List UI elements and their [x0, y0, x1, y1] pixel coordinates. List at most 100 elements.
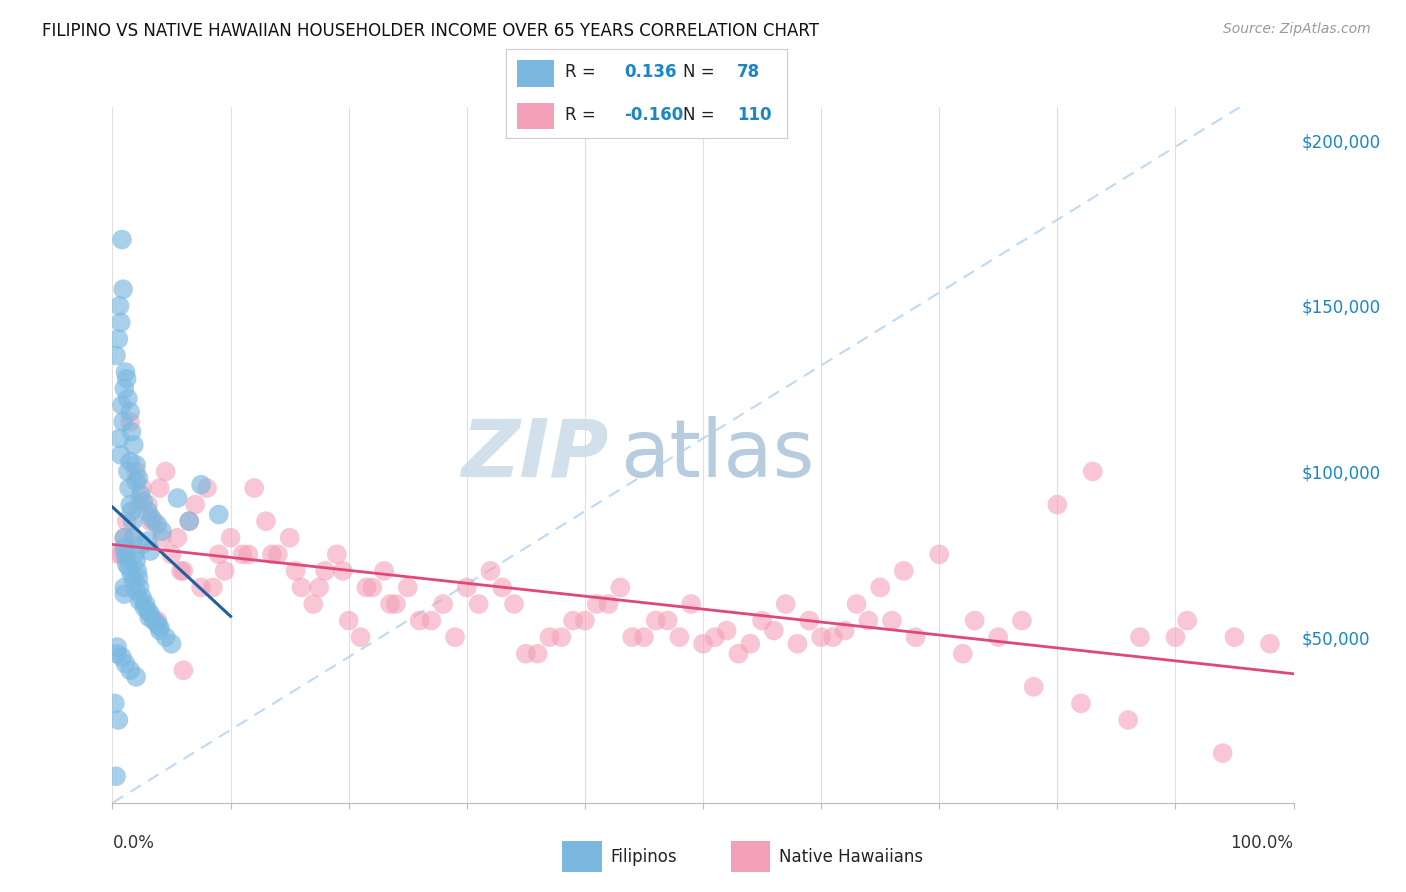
Point — [172, 663, 194, 677]
Point — [146, 614, 169, 628]
Point — [135, 597, 157, 611]
Point — [703, 630, 725, 644]
Point — [762, 624, 785, 638]
Text: 100.0%: 100.0% — [1230, 834, 1294, 852]
Point — [150, 524, 173, 538]
Point — [278, 531, 301, 545]
Point — [834, 624, 856, 638]
Point — [444, 630, 467, 644]
Point — [112, 541, 135, 555]
Point — [170, 564, 193, 578]
Point — [136, 604, 159, 618]
Point — [166, 491, 188, 505]
Point — [125, 458, 148, 472]
Point — [378, 597, 401, 611]
Point — [332, 564, 354, 578]
Point — [904, 630, 927, 644]
Point — [114, 657, 136, 671]
Point — [201, 581, 224, 595]
Point — [562, 614, 585, 628]
Point — [184, 498, 207, 512]
Point — [160, 637, 183, 651]
Point — [124, 547, 146, 561]
Point — [120, 504, 142, 518]
Point — [125, 465, 148, 479]
Point — [166, 531, 188, 545]
Point — [314, 564, 336, 578]
Text: 0.136: 0.136 — [624, 63, 676, 81]
Point — [127, 498, 149, 512]
Point — [869, 581, 891, 595]
Bar — [517, 60, 554, 87]
Point — [775, 597, 797, 611]
Point — [1223, 630, 1246, 644]
Point — [117, 392, 139, 406]
Point — [928, 547, 950, 561]
Point — [146, 616, 169, 631]
Point — [115, 372, 138, 386]
Point — [219, 531, 242, 545]
Point — [751, 614, 773, 628]
Point — [692, 637, 714, 651]
Point — [138, 610, 160, 624]
Point — [122, 531, 145, 545]
Point — [107, 713, 129, 727]
Point — [467, 597, 489, 611]
Point — [231, 547, 253, 561]
Point — [585, 597, 607, 611]
Point — [1011, 614, 1033, 628]
Text: 110: 110 — [737, 106, 772, 124]
Point — [107, 332, 129, 346]
Point — [1046, 498, 1069, 512]
Point — [146, 517, 169, 532]
Point — [326, 547, 349, 561]
Text: ZIP: ZIP — [461, 416, 609, 494]
Text: 0.0%: 0.0% — [112, 834, 155, 852]
Point — [108, 431, 131, 445]
Point — [179, 514, 201, 528]
Point — [284, 564, 307, 578]
Point — [128, 581, 150, 595]
Point — [179, 514, 201, 528]
Point — [432, 597, 454, 611]
Point — [308, 581, 330, 595]
Point — [845, 597, 868, 611]
Point — [515, 647, 537, 661]
Point — [1081, 465, 1104, 479]
Point — [110, 448, 132, 462]
Point — [105, 349, 128, 363]
Point — [574, 614, 596, 628]
Point — [125, 475, 148, 489]
Point — [127, 471, 149, 485]
Point — [1164, 630, 1187, 644]
Text: N =: N = — [683, 63, 720, 81]
Point — [727, 647, 749, 661]
Point — [125, 670, 148, 684]
Point — [267, 547, 290, 561]
Point — [112, 587, 135, 601]
Point — [110, 315, 132, 329]
Point — [127, 564, 149, 578]
Point — [1116, 713, 1139, 727]
Point — [337, 614, 360, 628]
Point — [121, 514, 143, 528]
Point — [609, 581, 631, 595]
Point — [112, 382, 135, 396]
Point — [740, 637, 762, 651]
Point — [131, 481, 153, 495]
Text: 78: 78 — [737, 63, 759, 81]
Text: Source: ZipAtlas.com: Source: ZipAtlas.com — [1223, 22, 1371, 37]
Point — [260, 547, 283, 561]
Point — [987, 630, 1010, 644]
Point — [538, 630, 561, 644]
Point — [111, 398, 134, 412]
Point — [302, 597, 325, 611]
Point — [111, 650, 134, 665]
Point — [238, 547, 260, 561]
Point — [172, 564, 194, 578]
Point — [112, 531, 135, 545]
Point — [385, 597, 408, 611]
Point — [149, 481, 172, 495]
Point — [134, 600, 156, 615]
Point — [208, 508, 231, 522]
